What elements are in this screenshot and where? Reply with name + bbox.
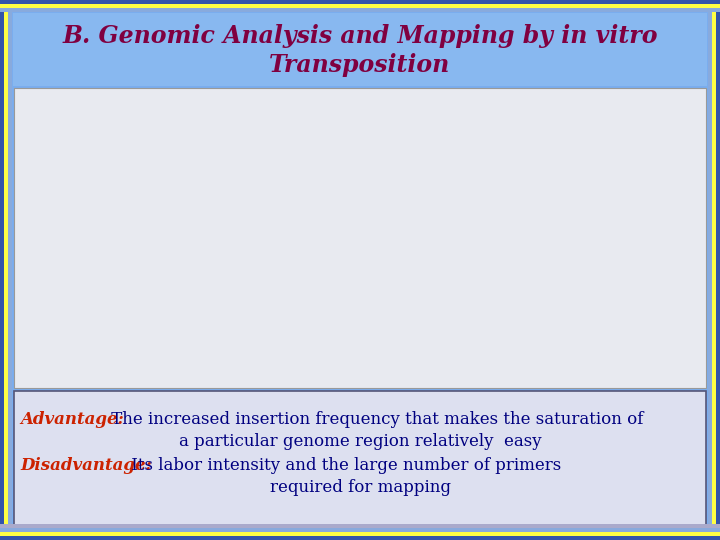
Text: Disadvantage:: Disadvantage: <box>20 456 152 474</box>
Bar <box>708 0 712 540</box>
Bar <box>0 536 720 540</box>
Bar <box>360 524 720 528</box>
Bar <box>0 524 360 528</box>
Bar <box>8 0 12 540</box>
Bar <box>0 0 4 540</box>
Bar <box>4 0 8 540</box>
Bar <box>14 391 706 526</box>
Text: Advantage:: Advantage: <box>20 410 124 428</box>
Bar <box>0 8 720 12</box>
Text: a particular genome region relatively  easy: a particular genome region relatively ea… <box>179 433 541 449</box>
Bar <box>716 0 720 540</box>
Bar <box>0 4 720 8</box>
Bar <box>13 13 707 86</box>
Text: The increased insertion frequency that makes the saturation of: The increased insertion frequency that m… <box>106 410 644 428</box>
Bar <box>0 532 720 536</box>
Bar <box>0 0 720 4</box>
Bar <box>0 528 720 532</box>
Bar <box>712 0 716 540</box>
Text: required for mapping: required for mapping <box>269 478 451 496</box>
Text: B. Genomic Analysis and Mapping by in vitro: B. Genomic Analysis and Mapping by in vi… <box>62 24 658 48</box>
Text: Its labor intensity and the large number of primers: Its labor intensity and the large number… <box>126 456 562 474</box>
Text: Transposition: Transposition <box>269 53 451 77</box>
Bar <box>14 88 706 388</box>
